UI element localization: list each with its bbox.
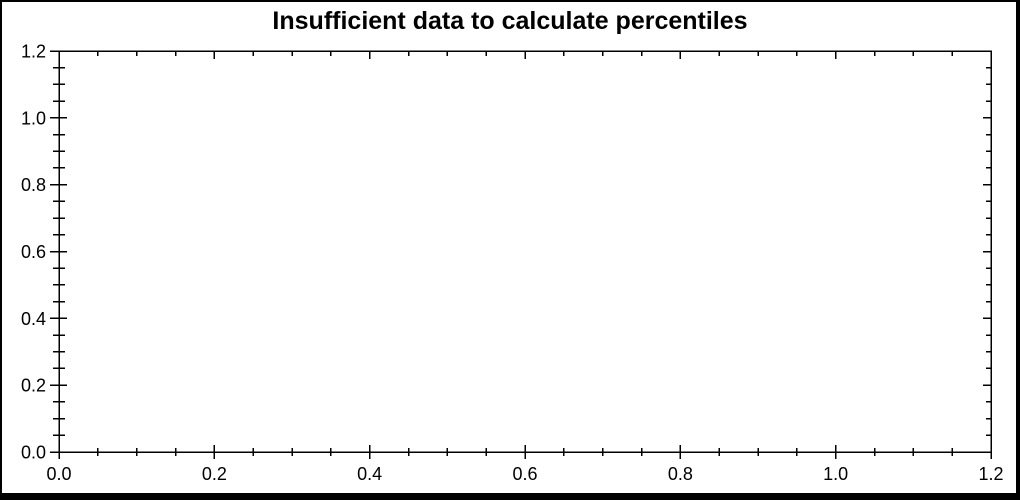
y-tick-label: 0.2 — [21, 376, 46, 396]
y-tick-label: 0.4 — [21, 309, 46, 329]
window-border-left — [0, 0, 2, 500]
window-border-top — [0, 0, 1020, 2]
window-border-bottom — [0, 493, 1020, 500]
x-tick-label: 0.6 — [512, 464, 537, 484]
y-tick-label: 0.0 — [21, 443, 46, 463]
x-tick-label: 1.0 — [823, 464, 848, 484]
x-tick-label: 0.4 — [357, 464, 382, 484]
y-tick-label: 1.0 — [21, 108, 46, 128]
y-tick-label: 1.2 — [21, 42, 46, 62]
y-tick-label: 0.6 — [21, 242, 46, 262]
y-tick-label: 0.8 — [21, 175, 46, 195]
window-border-right — [1016, 0, 1020, 500]
plot-frame — [58, 50, 992, 453]
x-tick-label: 0.8 — [668, 464, 693, 484]
plot-frame-and-ticks — [50, 50, 992, 459]
x-tick-label: 0.2 — [202, 464, 227, 484]
chart-title: Insufficient data to calculate percentil… — [272, 7, 748, 35]
x-tick-label: 0.0 — [46, 464, 71, 484]
x-tick-label: 1.2 — [978, 464, 1003, 484]
